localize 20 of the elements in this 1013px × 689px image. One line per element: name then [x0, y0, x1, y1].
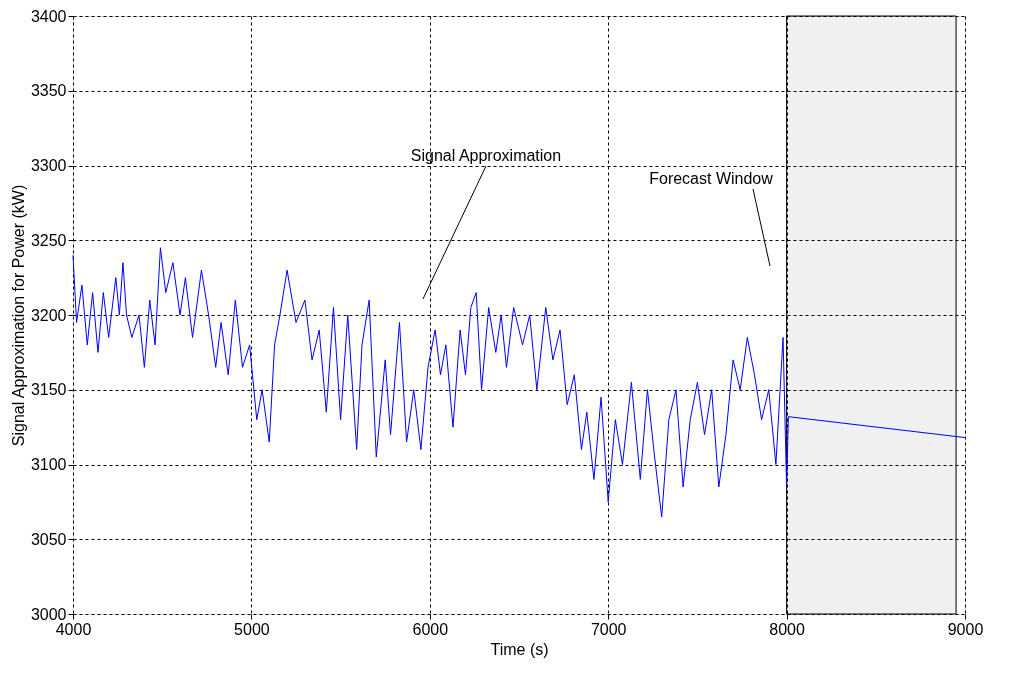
x-tick-label: 4000: [55, 620, 92, 638]
y-tick-label: 3000: [30, 605, 67, 623]
line-series: [72, 247, 966, 518]
y-tick-label: 3150: [30, 381, 67, 399]
y-tick-label: 3350: [30, 82, 67, 100]
x-tick-label: 5000: [234, 620, 270, 638]
y-tick-label: 3200: [30, 306, 67, 324]
annotation: Forecast Window: [649, 170, 774, 187]
x-tick-label: 6000: [412, 620, 449, 638]
x-tick-label: 9000: [947, 620, 984, 638]
annotation: Signal Approximation: [410, 147, 562, 164]
x-axis-title: Time (s): [490, 640, 549, 658]
x-tick-label: 8000: [769, 620, 805, 638]
y-tick-label: 3100: [30, 456, 67, 473]
y-tick-label: 3400: [30, 7, 67, 25]
y-tick-label: 3250: [30, 231, 67, 249]
y-tick-label: 3300: [30, 157, 67, 174]
y-axis-title: Signal Approximation for Power (kW): [9, 184, 27, 447]
x-tick-label: 7000: [590, 620, 627, 638]
y-tick-label: 3050: [30, 530, 67, 548]
